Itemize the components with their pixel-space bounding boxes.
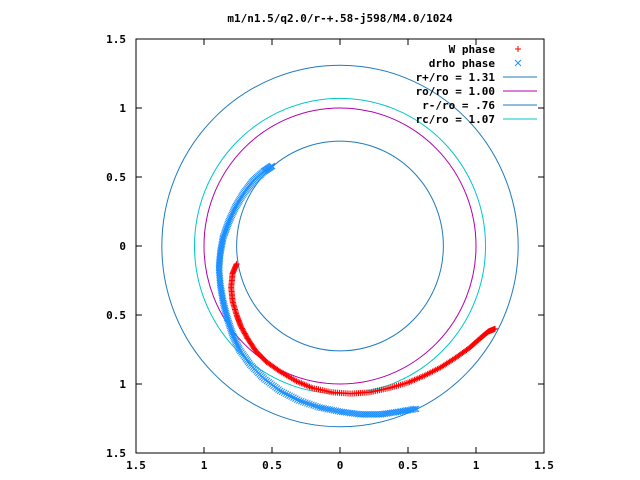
- data-point: [332, 407, 340, 415]
- data-point: [235, 344, 243, 352]
- data-point: [326, 406, 334, 413]
- data-point: [320, 404, 328, 412]
- data-point: [322, 405, 330, 413]
- x-tick-label: 0.5: [398, 459, 418, 472]
- circle-rc-ro-1-07: [193, 97, 487, 395]
- data-point: [293, 396, 301, 403]
- data-point: [276, 387, 284, 395]
- legend-label: ro/ro = 1.00: [416, 85, 495, 98]
- data-point: [286, 392, 294, 400]
- data-point: [314, 403, 321, 411]
- series-drho-phase: [215, 162, 420, 418]
- x-axis: 1.5 1 0.5 0 0.5 1 1.5: [126, 39, 554, 472]
- data-point: [297, 397, 305, 405]
- data-point: [278, 388, 286, 396]
- data-point: [328, 406, 336, 414]
- legend-label: drho phase: [429, 57, 496, 70]
- radius-circles: [161, 64, 519, 428]
- data-point: [280, 389, 288, 397]
- data-point: [304, 399, 311, 407]
- circle-r-ro-1-31: [161, 64, 519, 428]
- circle-ro-ro-1-00: [203, 107, 477, 385]
- data-point: [306, 400, 313, 408]
- data-point: [310, 402, 317, 409]
- data-point: [282, 390, 290, 398]
- circle-r-ro-76: [236, 140, 444, 352]
- x-tick-label: 0: [337, 459, 344, 472]
- data-point: [284, 391, 292, 399]
- y-tick-label: 0.5: [106, 171, 126, 184]
- data-point: [292, 395, 299, 402]
- data-point: [492, 325, 499, 332]
- y-tick-label: 0: [119, 240, 126, 253]
- data-point: [316, 404, 323, 411]
- legend-marker: [515, 46, 521, 52]
- y-tick-label: 1.5: [106, 33, 126, 46]
- data-point: [312, 402, 319, 410]
- data-point: [308, 401, 315, 409]
- legend-label: r+/ro = 1.31: [416, 71, 496, 84]
- y-tick-label: 0.5: [106, 309, 126, 322]
- legend-label: r-/ro = .76: [422, 99, 495, 112]
- y-tick-label: 1: [119, 378, 126, 391]
- data-point: [295, 397, 303, 404]
- x-tick-label: 1.5: [534, 459, 554, 472]
- data-point: [324, 405, 332, 413]
- data-point: [301, 399, 309, 406]
- x-tick-label: 1: [201, 459, 208, 472]
- legend-label: rc/ro = 1.07: [416, 113, 495, 126]
- x-tick-label: 1.5: [126, 459, 146, 472]
- phase-markers: [215, 162, 499, 418]
- data-point: [318, 404, 325, 412]
- series-w-phase: [228, 260, 499, 397]
- x-tick-label: 0.5: [262, 459, 282, 472]
- data-point: [299, 398, 307, 406]
- legend-marker: [514, 59, 522, 67]
- y-axis: 1.5 1 0.5 0 0.5 1 1.5: [106, 33, 544, 460]
- y-tick-label: 1.5: [106, 447, 126, 460]
- data-point: [288, 393, 295, 401]
- data-point: [411, 405, 418, 413]
- legend-label: W phase: [449, 43, 496, 56]
- x-tick-label: 1: [473, 459, 480, 472]
- data-point: [412, 405, 420, 413]
- chart-title: m1/n1.5/q2.0/r-+.58-j598/M4.0/1024: [227, 12, 453, 25]
- data-point: [330, 407, 338, 414]
- y-tick-label: 1: [119, 102, 126, 115]
- data-point: [290, 394, 297, 402]
